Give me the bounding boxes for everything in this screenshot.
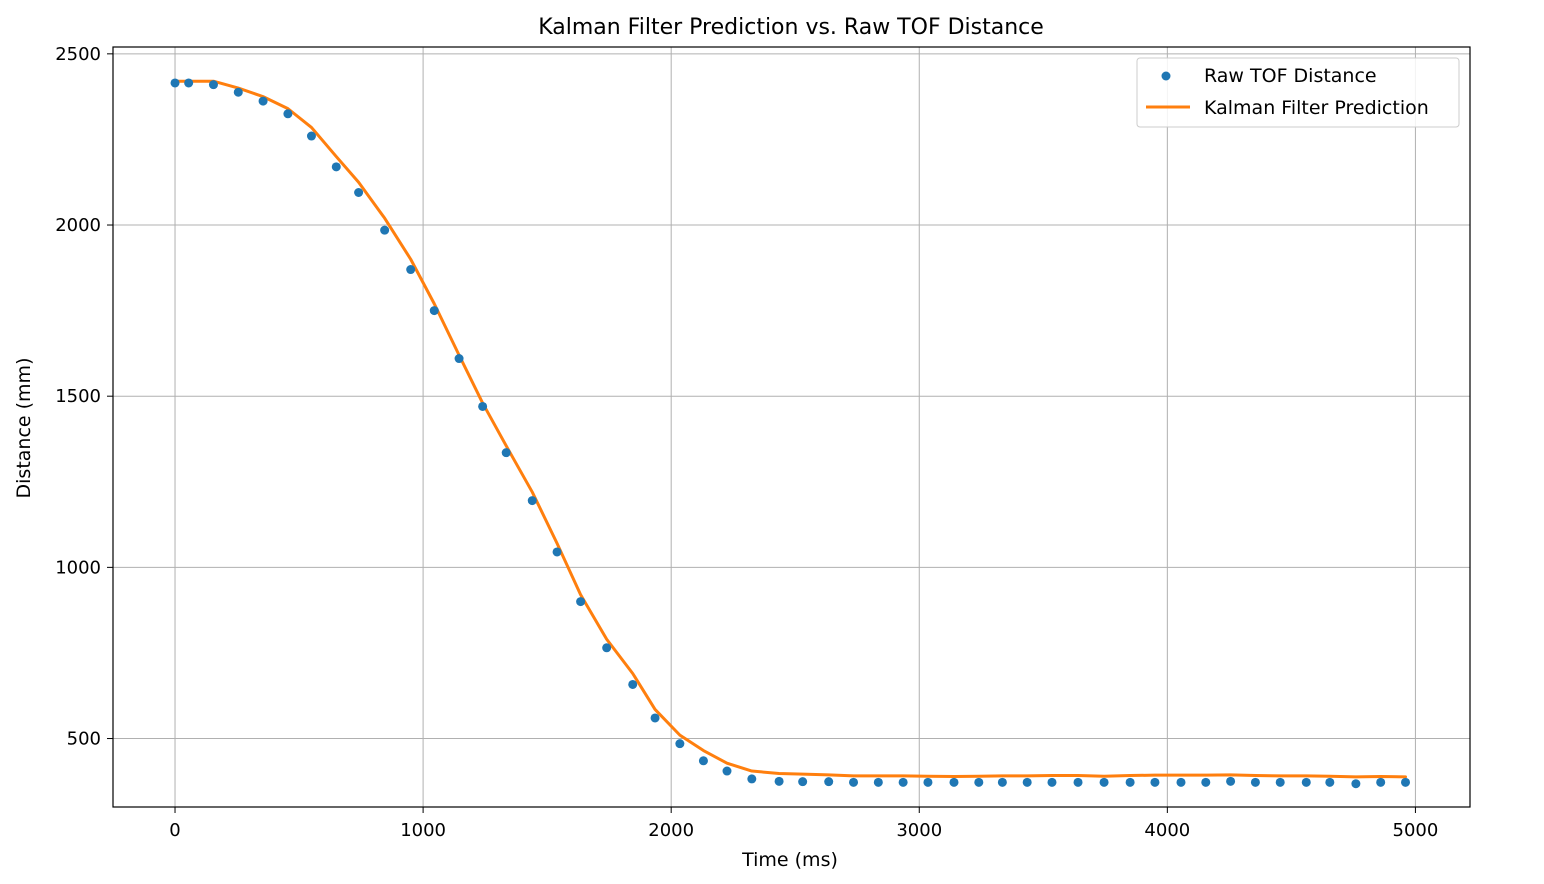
raw-tof-point	[1376, 777, 1386, 787]
chart-title: Kalman Filter Prediction vs. Raw TOF Dis…	[538, 15, 1044, 40]
x-tick-label: 0	[169, 820, 180, 841]
raw-tof-point	[406, 265, 416, 275]
raw-tof-point	[1325, 777, 1335, 787]
raw-tof-point	[454, 354, 464, 364]
x-tick-label: 2000	[648, 820, 694, 841]
raw-tof-point	[429, 306, 439, 316]
raw-tof-point	[602, 643, 612, 653]
raw-tof-point	[306, 131, 316, 141]
raw-tof-point	[283, 109, 293, 119]
raw-tof-point	[1047, 777, 1057, 787]
raw-tof-point	[331, 162, 341, 172]
x-tick-label: 5000	[1393, 820, 1439, 841]
raw-tof-point	[974, 777, 984, 787]
y-axis-label: Distance (mm)	[13, 358, 35, 499]
y-tick-label: 1000	[55, 557, 101, 578]
raw-tof-point	[1176, 777, 1186, 787]
raw-tof-point	[997, 777, 1007, 787]
x-tick-label: 4000	[1144, 820, 1190, 841]
legend-box	[1136, 57, 1460, 128]
raw-tof-point	[233, 87, 243, 97]
raw-tof-point	[1201, 777, 1211, 787]
raw-tof-point	[478, 401, 488, 411]
legend-marker-raw-tof	[1161, 71, 1171, 81]
raw-tof-point	[722, 766, 732, 776]
raw-tof-point	[628, 679, 638, 689]
raw-tof-point	[650, 713, 660, 723]
raw-tof-point	[873, 777, 883, 787]
legend: Raw TOF Distance Kalman Filter Predictio…	[1136, 57, 1460, 128]
raw-tof-point	[774, 776, 784, 786]
y-tick-label: 500	[67, 729, 101, 750]
raw-tof-point	[1275, 777, 1285, 787]
x-tick-label: 1000	[400, 820, 446, 841]
kalman-prediction-line	[173, 79, 1407, 779]
raw-tof-point	[1351, 779, 1361, 789]
raw-tof-point	[1073, 777, 1083, 787]
raw-tof-point	[354, 188, 364, 197]
raw-tof-point	[184, 78, 194, 88]
raw-tof-point	[380, 225, 390, 235]
raw-tof-point	[1226, 776, 1236, 786]
raw-tof-point	[258, 96, 268, 106]
raw-tof-point	[576, 597, 586, 607]
raw-tof-point	[1022, 777, 1032, 787]
raw-tof-point	[501, 448, 511, 458]
y-tick-label: 2500	[55, 44, 101, 65]
raw-tof-point	[527, 496, 537, 506]
raw-tof-point	[798, 777, 808, 787]
series-layer	[170, 78, 1410, 789]
raw-tof-point	[1301, 777, 1311, 787]
legend-label-kalman: Kalman Filter Prediction	[1204, 97, 1429, 119]
raw-tof-point	[1401, 777, 1410, 787]
raw-tof-point	[824, 777, 834, 787]
raw-tof-point	[170, 78, 180, 88]
x-tick-label: 3000	[896, 820, 942, 841]
raw-tof-point	[1099, 777, 1109, 787]
axis-ticks: 0 1000 2000 3000 4000 5000 500 1000 1500 2000 2500	[55, 44, 1438, 841]
raw-tof-point	[747, 774, 757, 784]
y-tick-label: 2000	[55, 215, 101, 236]
raw-tof-point	[898, 777, 908, 787]
raw-tof-point	[1250, 777, 1260, 787]
grid	[113, 47, 1470, 807]
x-axis-label: Time (ms)	[741, 849, 838, 871]
raw-tof-point	[949, 777, 959, 787]
y-tick-label: 1500	[55, 386, 101, 407]
raw-tof-point	[208, 80, 218, 90]
raw-tof-point	[552, 547, 562, 557]
plot-area-frame	[112, 46, 1471, 808]
legend-label-raw-tof: Raw TOF Distance	[1204, 65, 1377, 87]
raw-tof-point	[1125, 777, 1135, 787]
raw-tof-point	[675, 739, 685, 749]
raw-tof-point	[1150, 777, 1160, 787]
raw-tof-point	[698, 756, 708, 766]
raw-tof-point	[849, 777, 859, 787]
raw-tof-point	[923, 777, 933, 787]
